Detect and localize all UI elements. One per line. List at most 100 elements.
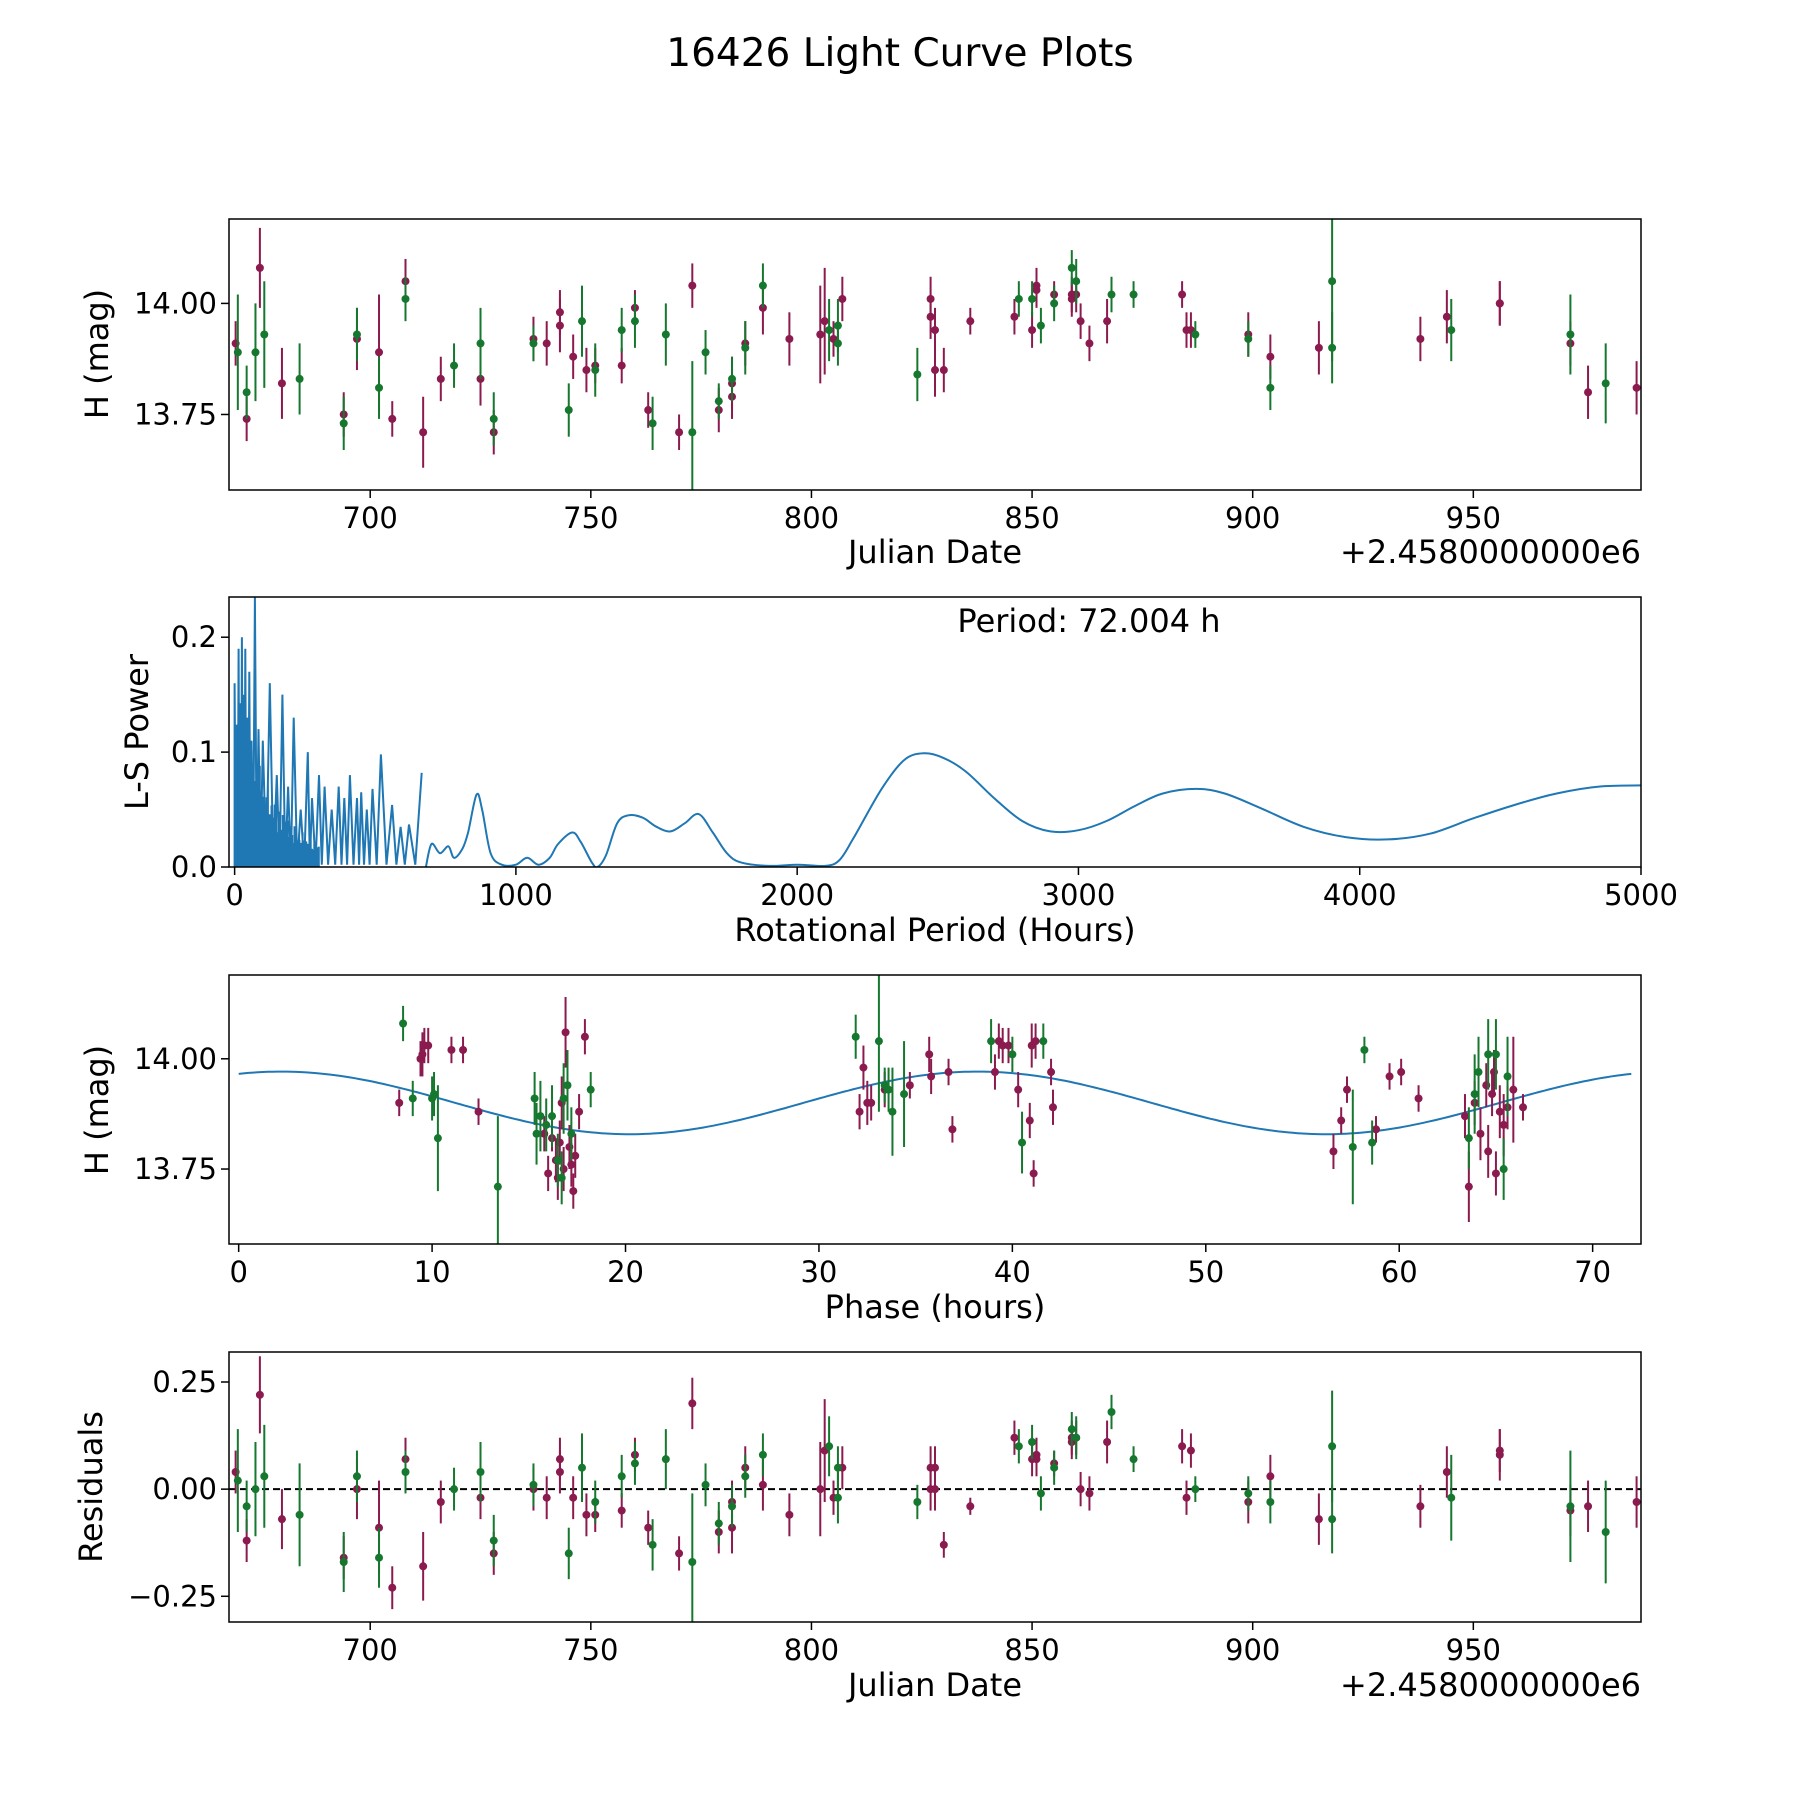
- data-point-filter-a: [388, 414, 397, 423]
- data-point-filter-b: [1601, 1528, 1610, 1536]
- data-point-filter-a: [1397, 1068, 1406, 1077]
- data-point-filter-a: [1178, 290, 1187, 299]
- data-point-filter-b: [430, 1090, 439, 1099]
- data-point-filter-a: [255, 263, 264, 272]
- data-point-filter-b: [1050, 1463, 1059, 1472]
- x-tick-label: 800: [784, 1633, 839, 1667]
- data-point-filter-b: [1014, 294, 1023, 303]
- data-point-filter-b: [661, 1455, 670, 1464]
- data-point-filter-a: [1032, 281, 1041, 290]
- data-point-filter-a: [1416, 334, 1425, 343]
- x-tick-label: 2000: [760, 878, 834, 912]
- data-point-filter-a: [1519, 1103, 1528, 1112]
- panel-lightcurve: 700 750 800 850 900 950 13.75 14.00 Julian Date…: [78, 218, 1642, 571]
- data-point-filter-a: [1031, 1037, 1040, 1046]
- data-point-filter-b: [884, 1085, 893, 1094]
- y-tick-label: 0.0: [171, 850, 217, 884]
- data-point-filter-a: [926, 312, 935, 321]
- data-point-filter-b: [728, 374, 737, 383]
- data-point-filter-b: [701, 1480, 710, 1489]
- data-point-filter-b: [375, 383, 384, 392]
- x-tick-label: 20: [607, 1255, 644, 1289]
- data-point-filter-a: [990, 1068, 999, 1077]
- data-point-filter-a: [1014, 1085, 1023, 1094]
- data-point-filter-a: [569, 1187, 578, 1196]
- data-point-filter-a: [1266, 352, 1275, 361]
- data-point-filter-a: [966, 1502, 975, 1511]
- data-point-filter-b: [1072, 277, 1081, 286]
- data-point-filter-b: [408, 1094, 417, 1103]
- data-point-filter-a: [688, 1399, 697, 1408]
- data-point-filter-a: [675, 1549, 684, 1558]
- data-point-filter-b: [630, 317, 639, 326]
- x-axis-label-residuals: Julian Date: [846, 1666, 1022, 1704]
- data-point-filter-a: [375, 348, 384, 357]
- data-point-filter-b: [617, 326, 626, 335]
- x-tick-label: 4000: [1323, 878, 1397, 912]
- data-point-filter-b: [1601, 379, 1610, 388]
- data-point-filter-a: [855, 1107, 864, 1116]
- data-point-filter-b: [1328, 277, 1337, 286]
- data-point-filter-b: [913, 1498, 922, 1506]
- data-point-filter-b: [648, 419, 657, 428]
- data-point-filter-a: [1032, 1450, 1041, 1459]
- x-tick-label: 900: [1225, 1633, 1280, 1667]
- data-point-filter-b: [1503, 1072, 1512, 1081]
- data-point-filter-a: [474, 1107, 483, 1116]
- y-tick-label: 14.00: [134, 1042, 217, 1076]
- data-point-filter-a: [1632, 1498, 1641, 1506]
- y-axis-label-residuals: Residuals: [72, 1411, 110, 1563]
- data-point-filter-b: [586, 1085, 595, 1094]
- data-point-filter-b: [401, 1468, 410, 1476]
- x-tick-label: 60: [1381, 1255, 1418, 1289]
- data-point-filter-a: [1476, 1129, 1485, 1138]
- data-point-filter-b: [339, 419, 348, 428]
- data-point-filter-a: [436, 1498, 445, 1506]
- x-offset-text-lightcurve: +2.4580000000e6: [1340, 533, 1641, 571]
- data-point-filter-b: [1244, 334, 1253, 343]
- data-point-filter-a: [1314, 1515, 1323, 1524]
- data-point-filter-b: [1266, 1498, 1275, 1506]
- data-point-filter-b: [242, 1502, 251, 1511]
- data-point-filter-a: [569, 352, 578, 361]
- data-point-filter-b: [242, 388, 251, 397]
- data-point-filter-b: [564, 406, 573, 415]
- data-point-filter-a: [447, 1045, 456, 1054]
- x-axis-label-periodogram: Rotational Period (Hours): [734, 911, 1135, 949]
- x-tick-label: 0: [225, 878, 243, 912]
- data-point-filter-b: [888, 1107, 897, 1116]
- data-point-filter-b: [339, 1558, 348, 1566]
- data-point-filter-b: [1474, 1068, 1483, 1077]
- data-point-filter-b: [557, 1173, 566, 1182]
- data-point-filter-a: [1495, 1107, 1504, 1116]
- x-tick-label: 30: [800, 1255, 837, 1289]
- data-point-filter-a: [567, 1160, 576, 1169]
- data-point-filter-a: [785, 1510, 794, 1519]
- data-point-filter-b: [260, 1472, 269, 1481]
- data-point-filter-b: [529, 339, 538, 348]
- data-point-filter-a: [1342, 1085, 1351, 1094]
- data-point-filter-b: [233, 1476, 242, 1485]
- data-point-filter-b: [375, 1553, 384, 1562]
- data-point-filter-b: [1018, 1138, 1027, 1147]
- data-point-filter-a: [242, 1536, 251, 1545]
- x-tick-label: 50: [1187, 1255, 1224, 1289]
- data-point-filter-a: [571, 1151, 580, 1160]
- figure-title: 16426 Light Curve Plots: [666, 31, 1133, 76]
- data-point-filter-b: [1039, 1037, 1048, 1046]
- data-point-filter-b: [548, 1112, 557, 1121]
- data-point-filter-b: [591, 1498, 600, 1506]
- data-point-filter-b: [1072, 1433, 1081, 1442]
- data-point-filter-b: [1328, 1515, 1337, 1524]
- data-point-filter-a: [255, 1390, 264, 1399]
- data-point-filter-b: [648, 1540, 657, 1549]
- axes-frame-phased: [228, 974, 1642, 1245]
- data-point-filter-a: [1337, 1116, 1346, 1125]
- data-point-filter-b: [913, 370, 922, 379]
- data-point-filter-b: [251, 1485, 260, 1494]
- data-point-filter-a: [424, 1041, 433, 1050]
- data-point-filter-b: [630, 1459, 639, 1468]
- data-point-filter-a: [575, 1107, 584, 1116]
- data-point-filter-a: [1484, 1147, 1493, 1156]
